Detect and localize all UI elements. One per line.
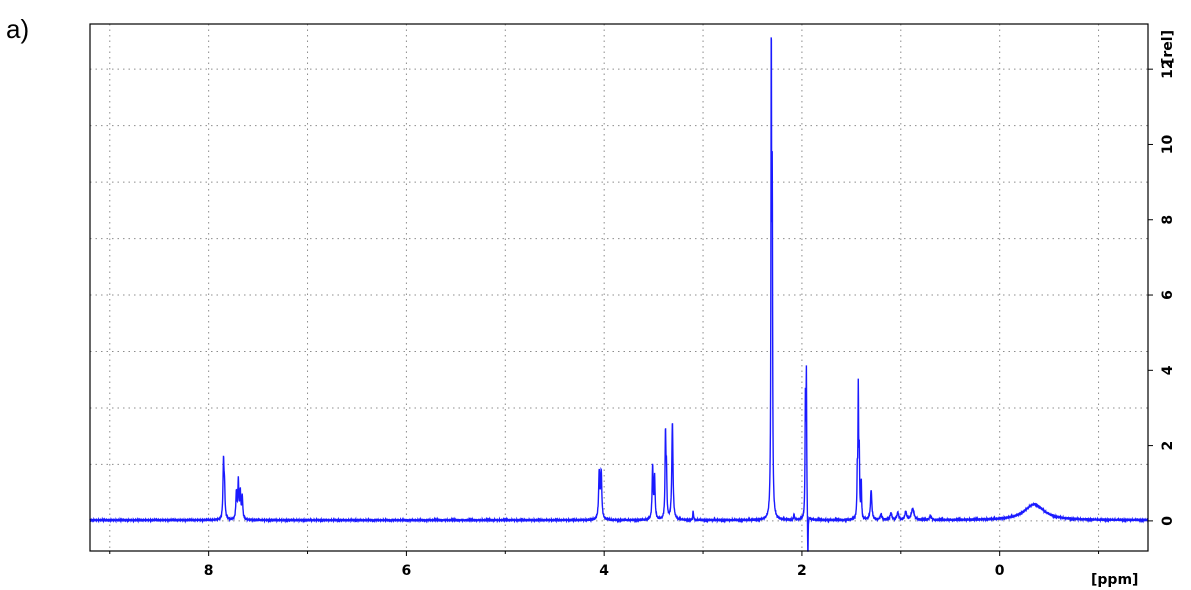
x-axis-unit-label: [ppm] — [1091, 572, 1138, 588]
y-tick-label: 0 — [1160, 516, 1176, 526]
x-tick-label: 2 — [797, 563, 807, 579]
spectrum-line — [89, 37, 1149, 552]
y-tick-label: 12 — [1160, 59, 1176, 78]
y-tick-label: 2 — [1160, 441, 1176, 451]
y-axis: 0 2 4 6 8 10 12 — [1148, 59, 1176, 526]
grid-lines — [90, 24, 1148, 551]
y-tick-label: 8 — [1160, 215, 1176, 225]
plot-frame — [89, 23, 1149, 552]
y-axis-unit-label: [rel] — [1160, 30, 1176, 64]
y-tick-label: 6 — [1160, 290, 1176, 300]
y-tick-label: 4 — [1160, 365, 1176, 375]
panel-label: a) — [6, 14, 30, 44]
x-axis: 8 6 4 2 0 — [109, 551, 1100, 579]
y-tick-label: 10 — [1160, 134, 1176, 154]
x-tick-label: 4 — [599, 563, 609, 579]
x-tick-label: 6 — [402, 563, 412, 579]
x-tick-label: 0 — [995, 563, 1005, 579]
x-tick-label: 8 — [204, 563, 214, 579]
